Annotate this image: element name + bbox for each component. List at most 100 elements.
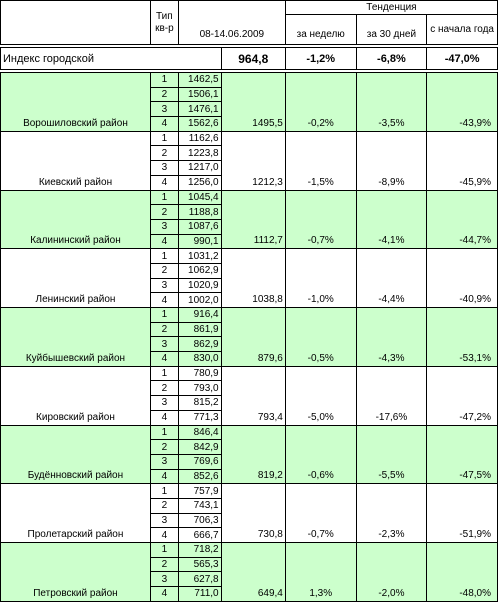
table-row[interactable]: Будённовский район 1 846,4 819,2 -0,6% -5,5% -…: [0, 424, 498, 485]
apartment-price[interactable]: 718,2: [177, 542, 222, 558]
district-trend-month[interactable]: -3,5%: [355, 72, 428, 132]
apartment-price[interactable]: 1031,2: [177, 248, 222, 264]
apartment-type[interactable]: 4: [149, 586, 179, 602]
apartment-type[interactable]: 3: [149, 395, 179, 411]
district-trend-year[interactable]: -47,2%: [426, 365, 498, 426]
city-index-month[interactable]: -6,8%: [355, 47, 428, 70]
table-row[interactable]: Кировский район 1 780,9 793,4 -5,0% -17,6% -47…: [0, 365, 498, 426]
district-trend-year[interactable]: -45,9%: [426, 130, 498, 191]
apartment-price[interactable]: 565,3: [177, 556, 222, 573]
apartment-type[interactable]: 4: [149, 468, 179, 485]
apartment-type[interactable]: 4: [149, 174, 179, 191]
apartment-type[interactable]: 4: [149, 527, 179, 543]
district-trend-month[interactable]: -4,3%: [355, 307, 428, 367]
district-trend-week[interactable]: -0,5%: [284, 307, 357, 367]
district-average[interactable]: 730,8: [220, 483, 286, 543]
apartment-type[interactable]: 4: [149, 351, 179, 367]
table-row[interactable]: Калининский район 1 1045,4 1112,7 -0,7% -4,1%…: [0, 189, 498, 250]
apartment-price[interactable]: 815,2: [177, 395, 222, 411]
apartment-price[interactable]: 862,9: [177, 336, 222, 353]
district-average[interactable]: 879,6: [220, 307, 286, 367]
table-row[interactable]: Ленинский район 1 1031,2 1038,8 -1,0% -4,4% -4…: [0, 248, 498, 308]
district-trend-month[interactable]: -2,3%: [355, 483, 428, 543]
apartment-price[interactable]: 711,0: [177, 586, 222, 602]
city-index-week[interactable]: -1,2%: [284, 47, 357, 70]
apartment-price[interactable]: 793,0: [177, 380, 222, 397]
district-average[interactable]: 649,4: [220, 542, 286, 602]
apartment-type[interactable]: 3: [149, 571, 179, 588]
district-trend-week[interactable]: -1,5%: [284, 130, 357, 191]
table-row[interactable]: Петровский район 1 718,2 649,4 1,3% -2,0% -48,…: [0, 542, 498, 602]
apartment-type[interactable]: 2: [149, 321, 179, 338]
apartment-price[interactable]: 666,7: [177, 527, 222, 543]
apartment-price[interactable]: 1562,6: [177, 116, 222, 132]
apartment-price[interactable]: 743,1: [177, 497, 222, 514]
apartment-price[interactable]: 757,9: [177, 483, 222, 499]
table-row[interactable]: Куйбышевский район 1 916,4 879,6 -0,5% -4,3% -…: [0, 307, 498, 367]
apartment-type[interactable]: 2: [149, 145, 179, 162]
apartment-type[interactable]: 2: [149, 497, 179, 514]
apartment-price[interactable]: 1020,9: [177, 277, 222, 294]
apartment-price[interactable]: 771,3: [177, 409, 222, 426]
district-trend-month[interactable]: -17,6%: [355, 365, 428, 426]
apartment-price[interactable]: 1256,0: [177, 174, 222, 191]
header-month[interactable]: за 30 дней: [355, 14, 428, 45]
district-trend-year[interactable]: -51,9%: [426, 483, 498, 543]
city-index-year[interactable]: -47,0%: [426, 47, 498, 70]
district-trend-week[interactable]: -0,7%: [284, 189, 357, 250]
apartment-price[interactable]: 846,4: [177, 424, 222, 441]
district-average[interactable]: 1212,3: [220, 130, 286, 191]
apartment-price[interactable]: 852,6: [177, 468, 222, 485]
apartment-price[interactable]: 706,3: [177, 512, 222, 529]
apartment-price[interactable]: 830,0: [177, 351, 222, 367]
district-trend-month[interactable]: -5,5%: [355, 424, 428, 485]
apartment-type[interactable]: 2: [149, 439, 179, 455]
table-row[interactable]: Киевский район 1 1162,6 1212,3 -1,5% -8,9% -45…: [0, 130, 498, 191]
district-trend-month[interactable]: -8,9%: [355, 130, 428, 191]
city-index-row[interactable]: Индекс городской 964,8 -1,2% -6,8% -47,0…: [0, 47, 498, 70]
header-trend[interactable]: Тенденция: [284, 0, 499, 15]
district-trend-week[interactable]: 1,3%: [284, 542, 357, 602]
district-trend-week[interactable]: -1,0%: [284, 248, 357, 308]
header-year[interactable]: с начала года: [426, 14, 498, 45]
apartment-type[interactable]: 1: [149, 130, 179, 147]
apartment-type[interactable]: 3: [149, 160, 179, 176]
district-trend-week[interactable]: -0,2%: [284, 72, 357, 132]
apartment-type[interactable]: 1: [149, 248, 179, 264]
apartment-price[interactable]: 1045,4: [177, 189, 222, 206]
apartment-price[interactable]: 769,6: [177, 453, 222, 470]
district-trend-year[interactable]: -40,9%: [426, 248, 498, 308]
header-date[interactable]: 08-14.06.2009: [177, 0, 286, 45]
district-average[interactable]: 819,2: [220, 424, 286, 485]
apartment-type[interactable]: 4: [149, 409, 179, 426]
district-trend-month[interactable]: -4,1%: [355, 189, 428, 250]
apartment-price[interactable]: 861,9: [177, 321, 222, 338]
table-row[interactable]: Ворошиловский район 1 1462,5 1495,5 -0,2% -3,…: [0, 72, 498, 132]
apartment-price[interactable]: 1162,6: [177, 130, 222, 147]
city-index-value[interactable]: 964,8: [220, 47, 286, 70]
district-trend-week[interactable]: -0,6%: [284, 424, 357, 485]
district-trend-year[interactable]: -44,7%: [426, 189, 498, 250]
apartment-price[interactable]: 990,1: [177, 233, 222, 250]
apartment-type[interactable]: 1: [149, 483, 179, 499]
apartment-type[interactable]: 3: [149, 453, 179, 470]
apartment-price[interactable]: 1062,9: [177, 262, 222, 279]
district-trend-week[interactable]: -5,0%: [284, 365, 357, 426]
table-row[interactable]: Пролетарский район 1 757,9 730,8 -0,7% -2,3% -…: [0, 483, 498, 543]
apartment-type[interactable]: 3: [149, 277, 179, 294]
apartment-type[interactable]: 1: [149, 307, 179, 323]
apartment-type[interactable]: 3: [149, 512, 179, 529]
apartment-type[interactable]: 2: [149, 380, 179, 397]
apartment-price[interactable]: 627,8: [177, 571, 222, 588]
apartment-type[interactable]: 2: [149, 556, 179, 573]
apartment-type[interactable]: 3: [149, 101, 179, 118]
header-week[interactable]: за неделю: [284, 14, 357, 45]
apartment-type[interactable]: 1: [149, 189, 179, 206]
apartment-type[interactable]: 1: [149, 542, 179, 558]
district-average[interactable]: 793,4: [220, 365, 286, 426]
district-average[interactable]: 1038,8: [220, 248, 286, 308]
apartment-price[interactable]: 1476,1: [177, 101, 222, 118]
district-average[interactable]: 1112,7: [220, 189, 286, 250]
apartment-price[interactable]: 916,4: [177, 307, 222, 323]
apartment-type[interactable]: 2: [149, 262, 179, 279]
